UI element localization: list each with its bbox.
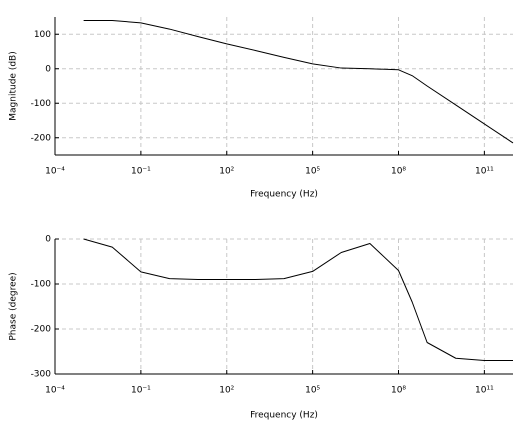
x-tick-label: 10² (219, 386, 234, 396)
x-tick-label: 10⁵ (305, 386, 320, 396)
x-tick-label: 10⁻⁴ (45, 167, 65, 177)
x-tick-label: 10⁻¹ (131, 386, 151, 396)
x-tick-label: 10¹¹ (475, 167, 494, 177)
x-tick-label: 10⁸ (391, 167, 406, 177)
x-tick-label: 10² (219, 167, 234, 177)
x-axis-label: Frequency (Hz) (250, 190, 318, 200)
x-tick-label: 10⁻⁴ (45, 386, 65, 396)
x-axis-label: Frequency (Hz) (250, 411, 318, 421)
y-tick-label: -200 (31, 133, 52, 143)
y-tick-label: 100 (34, 30, 51, 40)
x-tick-label: 10¹¹ (475, 386, 494, 396)
y-axis-label: Magnitude (dB) (9, 51, 19, 120)
x-tick-label: 10⁵ (305, 167, 320, 177)
series-line (83, 19, 514, 144)
y-tick-label: 0 (45, 64, 51, 74)
y-tick-label: -100 (31, 99, 52, 109)
y-axis-label: Phase (degree) (9, 272, 19, 340)
y-tick-label: 0 (45, 235, 51, 245)
series-line (83, 238, 513, 361)
y-tick-label: -200 (31, 325, 52, 335)
y-tick-label: -100 (31, 280, 52, 290)
y-tick-label: -300 (31, 370, 52, 380)
x-tick-label: 10⁻¹ (131, 167, 151, 177)
x-tick-label: 10⁸ (391, 386, 406, 396)
